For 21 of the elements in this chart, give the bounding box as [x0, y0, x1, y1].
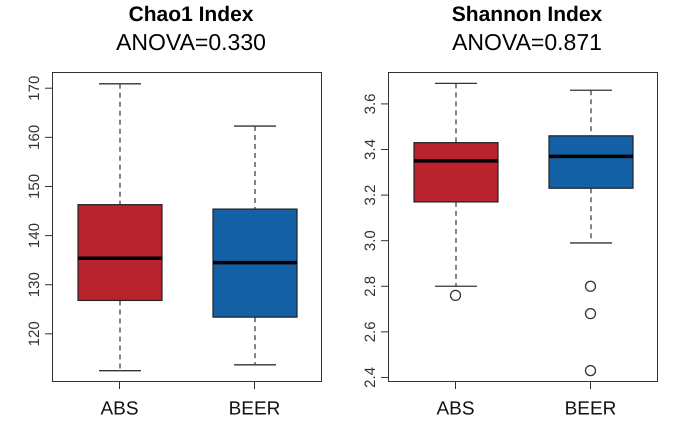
y-tick-label: 2.8	[362, 276, 379, 297]
x-tick-label: ABS	[100, 398, 139, 420]
y-tick-label: 3.6	[362, 93, 379, 114]
y-tick-label: 170	[26, 76, 43, 101]
chart-subtitle: ANOVA=0.330	[115, 28, 267, 56]
chart-title: Shannon Index	[450, 2, 604, 28]
x-tick-label: BEER	[228, 398, 280, 420]
chart-title: Chao1 Index	[128, 2, 254, 28]
y-tick-label: 3.0	[362, 230, 379, 252]
y-tick-label: 3.2	[362, 184, 379, 206]
y-tick-label: 3.4	[362, 139, 379, 160]
chart-subtitle: ANOVA=0.871	[451, 28, 603, 56]
x-tick-label: ABS	[436, 398, 475, 420]
y-tick-label: 2.4	[362, 367, 379, 388]
y-tick-label: 2.6	[362, 321, 379, 342]
y-tick-label: 150	[26, 174, 43, 199]
y-tick-label: 140	[26, 223, 43, 248]
y-tick-label: 130	[26, 272, 43, 298]
x-tick-label: BEER	[564, 398, 616, 420]
y-tick-label: 120	[26, 321, 43, 346]
y-tick-label: 160	[26, 124, 43, 150]
